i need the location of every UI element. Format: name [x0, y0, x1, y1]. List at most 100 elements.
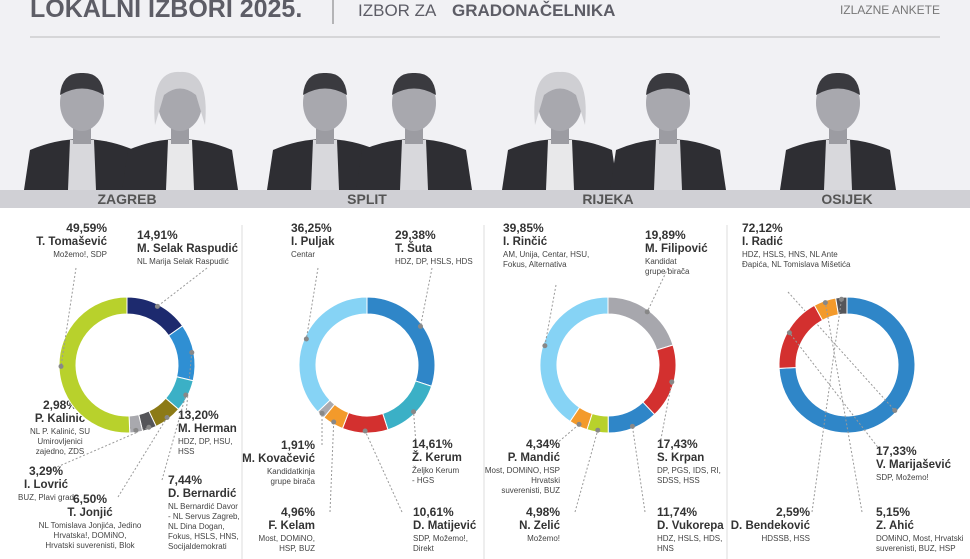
- party-label: NL Marija Selak Raspudić: [137, 257, 229, 266]
- leader-line: [659, 381, 673, 445]
- party-label: Možemo!: [527, 534, 560, 543]
- candidate-name: M. Herman: [178, 423, 237, 435]
- city-label: RIJEKA: [582, 191, 633, 207]
- value-label: 4,34%: [526, 437, 560, 451]
- candidate-name: F. Kelam: [268, 520, 315, 532]
- leader-dot: [411, 409, 417, 415]
- value-label: 17,43%: [657, 437, 698, 451]
- party-label: DP, PGS, IDS, RI,: [657, 466, 721, 475]
- leader-dot: [154, 303, 160, 309]
- party-label: Željko Kerum: [412, 466, 459, 475]
- value-label: 72,12%: [742, 221, 783, 235]
- photo-shirt: [166, 140, 194, 190]
- party-label: HSP, BUZ: [279, 544, 315, 553]
- party-label: HNS: [657, 544, 674, 553]
- value-label: 11,74%: [657, 505, 697, 519]
- party-label: - HGS: [412, 476, 434, 485]
- party-label: NL Bernardić Davor: [168, 502, 238, 511]
- party-label: Direkt: [413, 544, 435, 553]
- photo-hair: [154, 71, 206, 125]
- photo-shirt: [400, 140, 428, 190]
- value-label: 39,85%: [503, 221, 544, 235]
- candidate-name: Z. Ahić: [876, 520, 915, 532]
- photo-hair: [392, 72, 436, 95]
- party-label: SDSS, HSS: [657, 476, 700, 485]
- party-label: Hrvatska!, DOMiNO,: [54, 531, 127, 540]
- photo-shirt: [546, 140, 574, 190]
- photo-hair: [534, 71, 586, 125]
- candidate-name: P. Kalinić: [35, 413, 86, 425]
- city-label: SPLIT: [347, 191, 387, 207]
- leader-dot: [542, 343, 548, 349]
- leader-line: [574, 430, 599, 513]
- leader-line: [631, 426, 646, 513]
- party-label: Hrvatski: [531, 476, 560, 485]
- candidate-name: N. Zelić: [519, 520, 561, 532]
- candidate-name: M. Filipović: [645, 243, 708, 255]
- party-label: grupe birača: [645, 267, 690, 276]
- party-label: DOMiNO, Most, Hrvatski: [876, 534, 964, 543]
- party-label: Kandidat: [645, 257, 677, 266]
- leader-dot: [164, 414, 170, 420]
- value-label: 2,59%: [776, 505, 810, 519]
- value-label: 29,38%: [395, 228, 436, 242]
- party-label: Centar: [291, 250, 315, 259]
- leader-dot: [629, 423, 635, 429]
- leader-line: [646, 267, 669, 313]
- party-label: HDZ, DP, HSU,: [178, 437, 233, 446]
- leader-dot: [362, 428, 368, 434]
- photo-shirt: [824, 140, 852, 190]
- candidate-name: I. Lovrić: [24, 479, 69, 491]
- party-label: Fokus, HSLS, HNS,: [168, 532, 239, 541]
- candidate-name: I. Puljak: [291, 236, 335, 248]
- party-label: NL Tomislava Jonjića, Jedino: [39, 521, 142, 530]
- value-label: 1,91%: [281, 438, 315, 452]
- value-label: 14,61%: [412, 437, 453, 451]
- photo-shirt: [654, 140, 682, 190]
- party-label: HDSSB, HSS: [762, 534, 810, 543]
- value-label: 49,59%: [66, 221, 107, 235]
- donut-slice: [778, 304, 824, 369]
- party-label: BUZ, Plavi grad: [18, 493, 74, 502]
- candidate-name: P. Mandić: [508, 452, 561, 464]
- party-label: - NL Servus Zagreb,: [168, 512, 240, 521]
- party-label: NL P. Kalinić, SU: [30, 427, 90, 436]
- candidate-name: Ž. Kerum: [412, 451, 462, 464]
- party-label: Možemo!, SDP: [53, 250, 107, 259]
- leader-dot: [576, 421, 582, 427]
- party-label: NL Dina Dogan,: [168, 522, 225, 531]
- candidate-name: D. Matijević: [413, 520, 477, 532]
- value-label: 17,33%: [876, 444, 917, 458]
- value-label: 4,96%: [281, 505, 315, 519]
- leader-line: [789, 332, 881, 451]
- photo-hair: [60, 72, 104, 95]
- party-label: Socijaldemokrati: [168, 542, 227, 551]
- leader-dot: [595, 427, 601, 433]
- photo-hair: [816, 72, 860, 95]
- party-label: Kandidatkinja: [267, 467, 316, 476]
- leader-dot: [319, 410, 325, 416]
- city-band: [0, 190, 970, 208]
- donut-slice: [835, 296, 848, 316]
- city-label: ZAGREB: [97, 191, 156, 207]
- tag: IZLAZNE ANKETE: [840, 3, 940, 17]
- party-label: HSS: [178, 447, 194, 456]
- party-label: SDP, Možemo!,: [413, 534, 468, 543]
- photo-hair: [646, 72, 690, 95]
- leader-dot: [417, 323, 423, 329]
- party-label: Most, DOMiNO,: [259, 534, 315, 543]
- leader-line: [824, 302, 863, 513]
- party-label: HDZ, HSLS, HNS, NL Ante: [742, 250, 838, 259]
- value-label: 14,91%: [137, 228, 178, 242]
- photo-shirt: [68, 140, 96, 190]
- leader-line: [413, 411, 417, 445]
- leader-line: [60, 267, 77, 367]
- party-label: Umirovljenici: [37, 437, 83, 446]
- value-label: 19,89%: [645, 228, 686, 242]
- party-label: Hrvatski suverenisti, Blok: [45, 541, 135, 550]
- leader-dot: [669, 379, 675, 385]
- value-label: 7,44%: [168, 473, 202, 487]
- leader-line: [161, 394, 187, 481]
- donut-slice: [607, 296, 674, 351]
